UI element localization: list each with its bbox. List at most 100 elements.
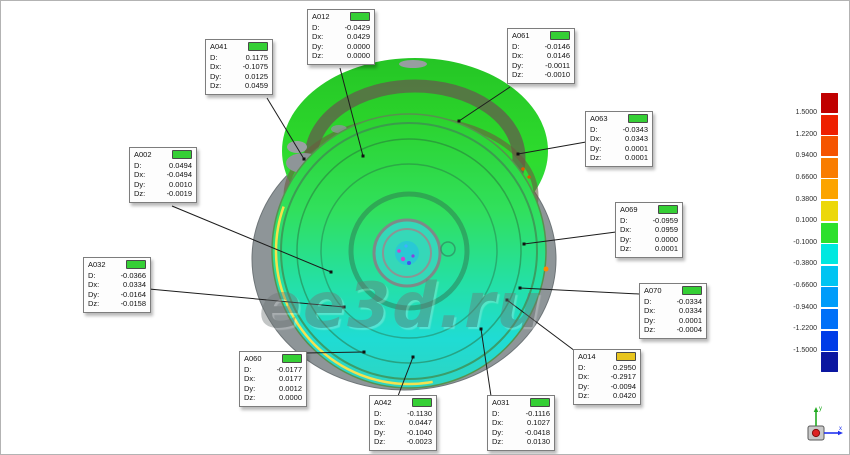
annotation-callout-A041[interactable]: A041 D: 0.1175 Dx: -0.1075 Dy: 0.0125 Dz: 0.0459 [205,39,273,95]
deviation-row-label: Dx: [312,32,324,41]
axis-triad[interactable]: y x [799,403,847,451]
annotation-callout-A002[interactable]: A002 D: 0.0494 Dx: -0.0494 Dy: 0.0010 Dz: -0.001… [129,147,197,203]
scale-color-block [821,222,838,243]
annotation-id: A061 [512,31,530,40]
scale-tick-label: 0.9400 [795,152,817,160]
deviation-row-value: -0.1040 [406,427,432,437]
annotation-callout-A069[interactable]: A069 D: -0.0959 Dx: 0.0959 Dy: 0.0000 Dz: 0.0001 [615,202,683,258]
deviation-status-chip [350,12,370,22]
deviation-row-value: -0.0366 [120,270,146,280]
scale-color-block [821,93,838,113]
deviation-row: D: -0.1116 [492,409,550,419]
scale-tick-label: 1.5000 [795,109,817,117]
annotation-header: A014 [578,352,636,362]
scale-tick-label: -0.9400 [793,303,817,311]
deviation-row-label: D: [134,160,142,170]
deviation-row: Dy: 0.0001 [590,144,648,154]
deviation-row-value: 0.0420 [613,391,636,400]
deviation-row-label: Dy: [88,289,100,299]
deviation-row-value: -0.0146 [544,41,570,51]
measure-point [329,270,333,274]
annotation-callout-A061[interactable]: A061 D: -0.0146 Dx: 0.0146 Dy: -0.0011 Dz: -0.00… [507,28,575,84]
deviation-row-value: -0.0177 [276,364,302,374]
deviation-status-chip [248,42,268,52]
deviation-row-label: Dx: [244,374,256,383]
deviation-status-chip [658,205,678,215]
deviation-row-value: 0.0334 [123,280,146,289]
annotation-header: A063 [590,114,648,124]
deviation-row: D: -0.1130 [374,409,432,419]
annotation-id: A070 [644,286,662,295]
deviation-row: Dx: 0.0177 [244,374,302,384]
deviation-row-label: Dy: [644,315,656,325]
deviation-row-label: D: [312,22,320,32]
annotation-callout-A032[interactable]: A032 D: -0.0366 Dx: 0.0334 Dy: -0.0164 Dz: -0.01… [83,257,151,313]
deviation-color-scale[interactable]: 1.5000 1.2200 0.9400 0.6600 0.3800 0.1000 -0.1… [789,93,838,378]
deviation-row: D: -0.0366 [88,271,146,281]
deviation-row: Dz: -0.0004 [644,325,702,335]
deviation-row: Dx: 0.0146 [512,51,570,61]
scale-color-block [821,287,838,308]
deviation-row-value: -0.0418 [524,427,550,437]
deviation-row-label: Dx: [620,225,632,234]
leader-line [397,356,414,397]
deviation-row-value: 0.0012 [279,383,302,393]
deviation-row-value: 0.0177 [279,374,302,383]
deviation-row: Dy: -0.0164 [88,290,146,300]
scale-tick-label: -0.3800 [793,260,817,268]
deviation-row-label: Dx: [590,134,602,143]
annotation-header: A041 [210,42,268,52]
scale-color-block [821,201,838,221]
deviation-row: Dy: 0.0000 [312,42,370,52]
deviation-row: Dz: -0.0023 [374,437,432,447]
measure-point [505,298,509,302]
annotation-callout-A031[interactable]: A031 D: -0.1116 Dx: 0.1027 Dy: -0.0418 Dz: 0.013… [487,395,555,451]
deviation-row-value: -0.0004 [676,325,702,334]
annotation-id: A069 [620,205,638,214]
deviation-row-label: D: [492,408,500,418]
scale-color-block [821,309,838,329]
deviation-row-value: 0.0010 [169,179,192,189]
annotation-id: A002 [134,150,152,159]
measure-point [522,242,526,246]
deviation-row-value: 0.0343 [625,134,648,143]
leader-line [458,86,511,122]
deviation-row: Dy: -0.0011 [512,61,570,71]
leader-line [519,287,640,295]
deviation-row-label: D: [374,408,382,418]
deviation-row-value: 0.0000 [279,393,302,402]
deviation-row-label: Dz: [644,325,656,334]
deviation-row-label: D: [644,296,652,306]
leader-line [517,141,587,155]
scale-tick-label: 0.1000 [795,217,817,225]
y-axis-arrowhead [813,407,819,412]
deviation-row-label: Dy: [620,234,632,244]
deviation-row: D: -0.0429 [312,23,370,33]
deviation-row: D: 0.1175 [210,53,268,63]
annotation-header: A060 [244,354,302,364]
deviation-row-label: Dy: [512,60,524,70]
annotation-callout-A060[interactable]: A060 D: -0.0177 Dx: 0.0177 Dy: 0.0012 Dz: 0.0000 [239,351,307,407]
annotation-id: A014 [578,352,596,361]
scale-tick-label: -1.2200 [793,325,817,333]
annotation-callout-A012[interactable]: A012 D: -0.0429 Dx: 0.0429 Dy: 0.0000 Dz: 0.0000 [307,9,375,65]
annotation-callout-A042[interactable]: A042 D: -0.1130 Dx: 0.0447 Dy: -0.1040 Dz: -0.00… [369,395,437,451]
scale-color-block [821,179,838,200]
deviation-row-label: D: [578,362,586,372]
annotation-callout-A063[interactable]: A063 D: -0.0343 Dx: 0.0343 Dy: 0.0001 Dz: 0.0001 [585,111,653,167]
deviation-status-chip [628,114,648,124]
scale-color-block [821,330,838,351]
scale-color-block [821,352,838,373]
annotation-callout-A070[interactable]: A070 D: -0.0334 Dx: 0.0334 Dy: 0.0001 Dz: -0.000… [639,283,707,339]
deviation-row: Dy: 0.0125 [210,72,268,82]
leader-line [304,351,365,354]
deviation-row: Dz: 0.0420 [578,391,636,401]
deviation-row-value: 0.0001 [655,244,678,253]
measure-point [457,119,461,123]
deviation-row-label: Dz: [88,299,100,308]
annotation-callout-A014[interactable]: A014 D: 0.2950 Dx: -0.2917 Dy: -0.0094 Dz: 0.042… [573,349,641,405]
leader-line [339,67,364,157]
measure-point [411,355,415,359]
